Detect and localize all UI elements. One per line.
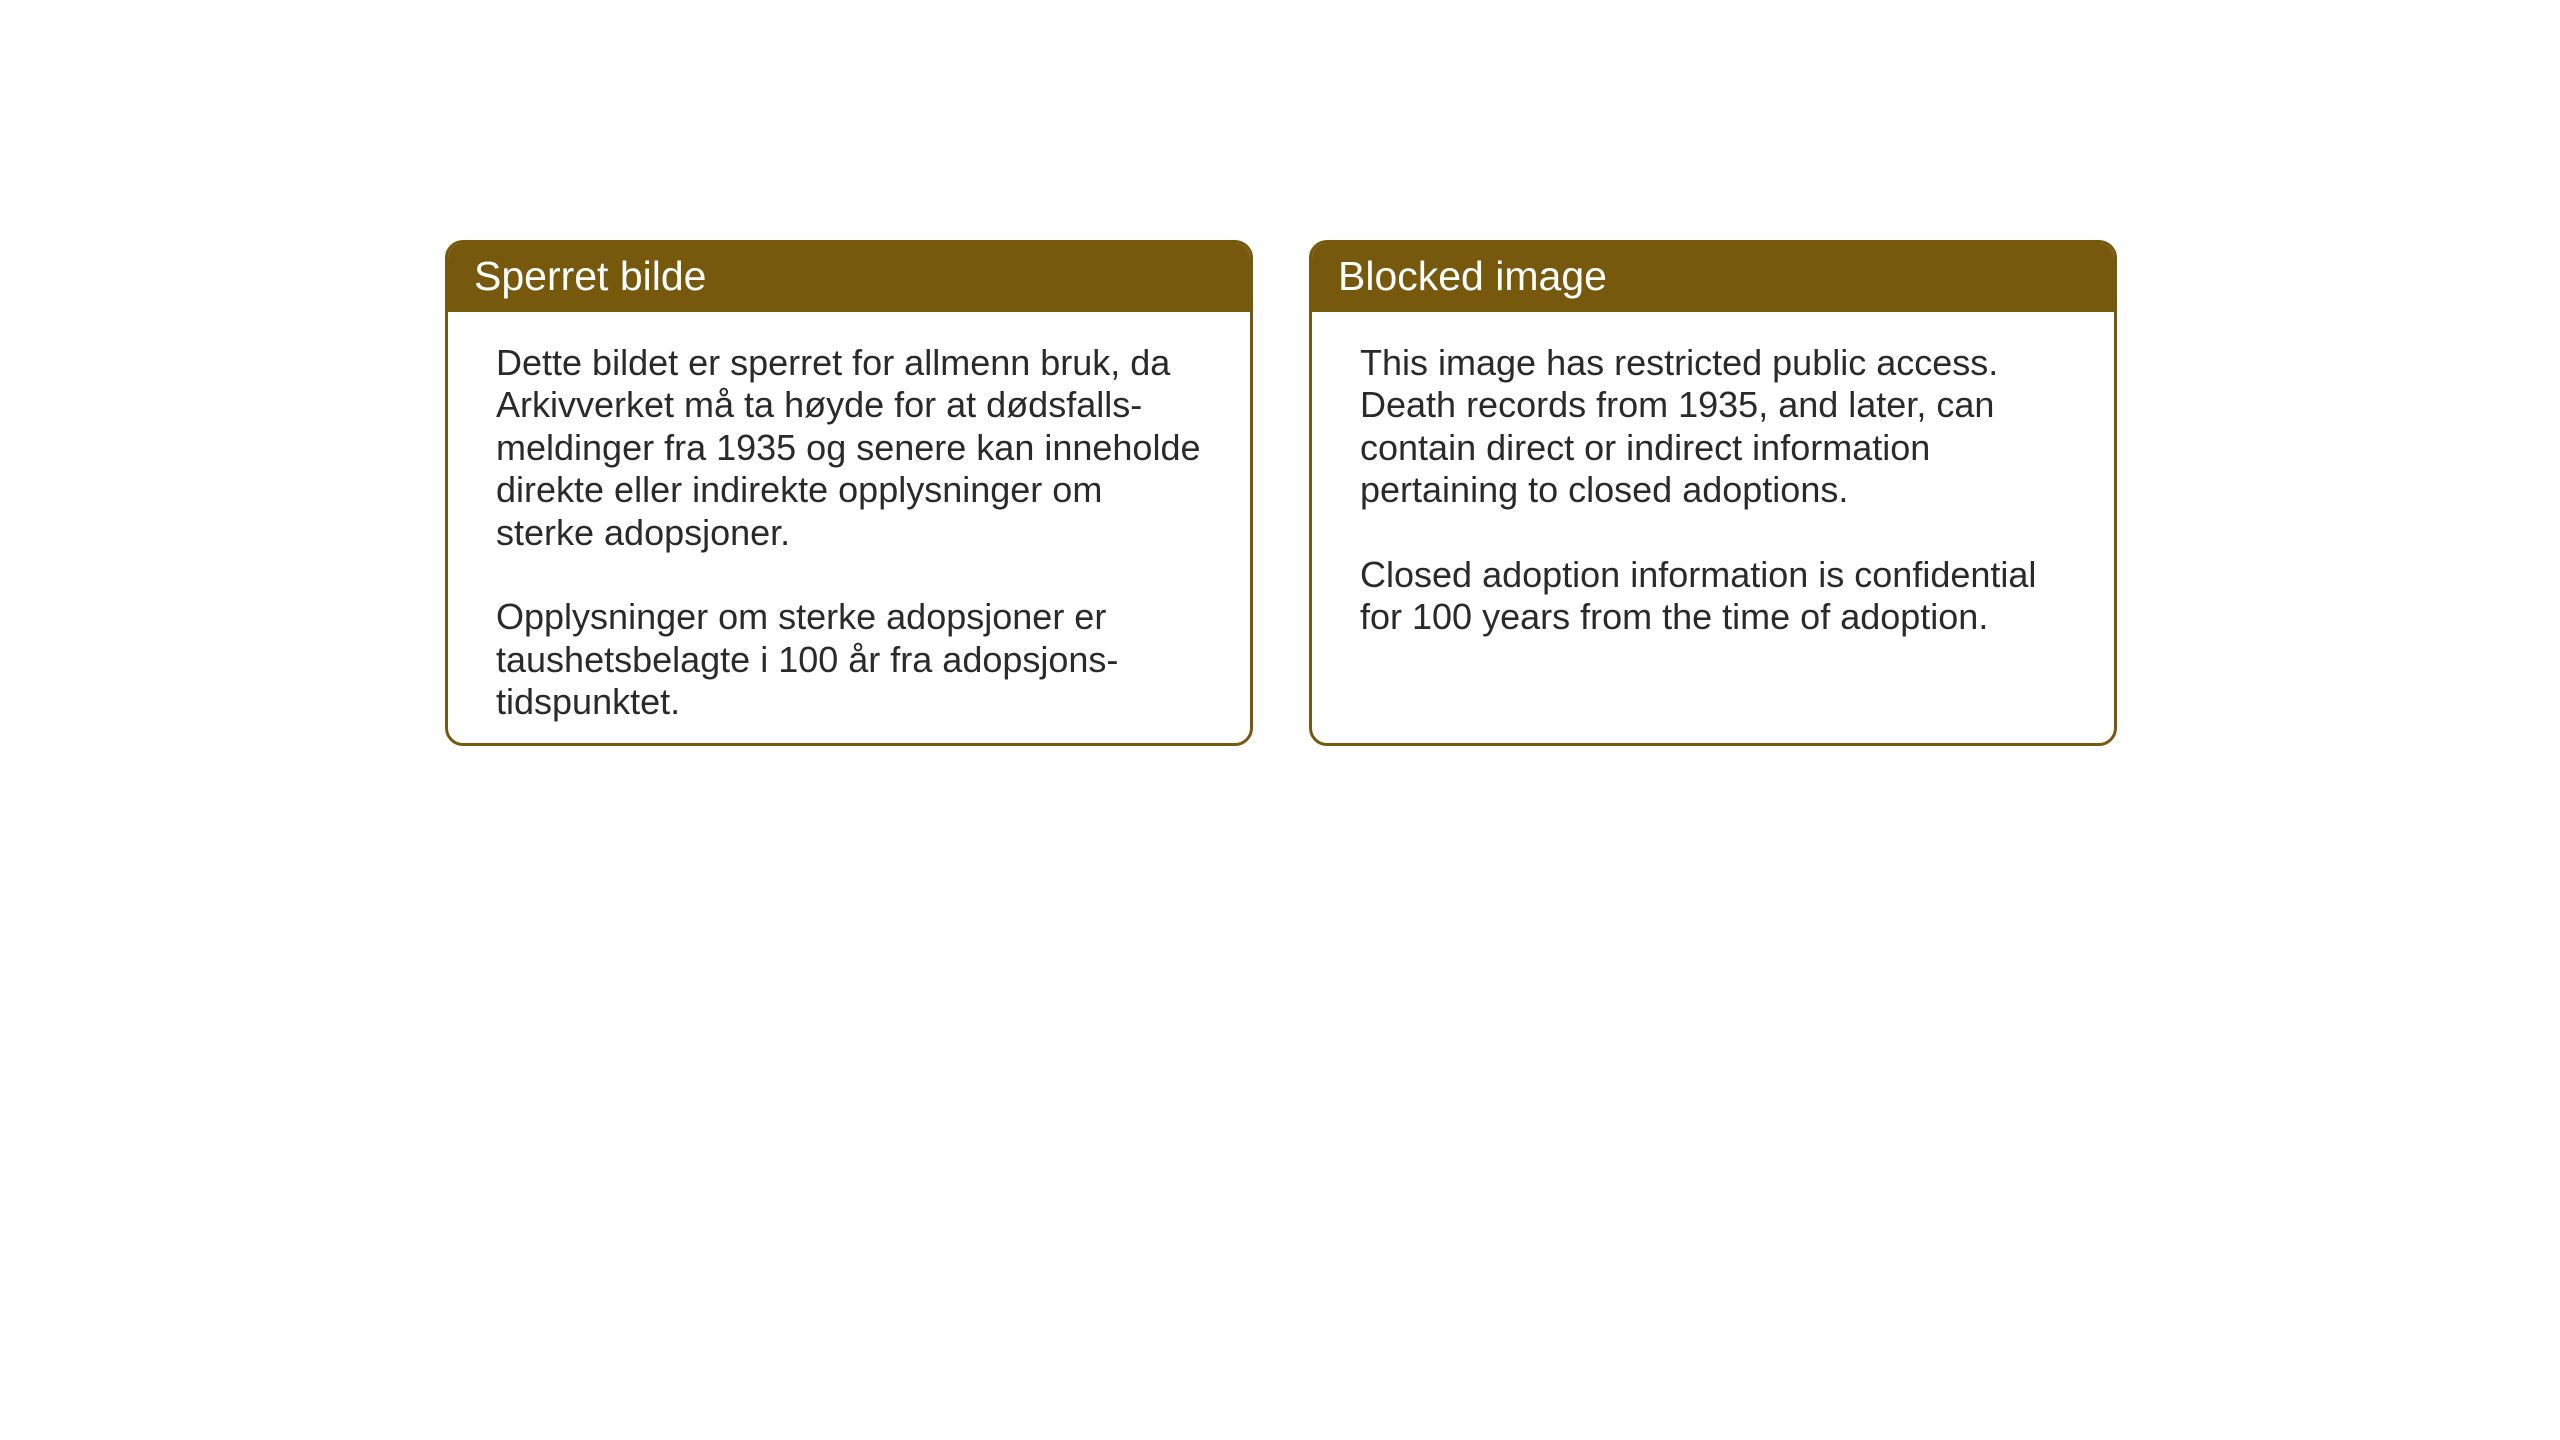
notice-paragraph-1-english: This image has restricted public access.… (1360, 342, 2074, 512)
notice-body-norwegian: Dette bildet er sperret for allmenn bruk… (448, 312, 1250, 746)
notice-header-english: Blocked image (1312, 243, 2114, 312)
notice-body-english: This image has restricted public access.… (1312, 312, 2114, 669)
notice-paragraph-2-english: Closed adoption information is confident… (1360, 554, 2074, 639)
notice-box-norwegian: Sperret bilde Dette bildet er sperret fo… (445, 240, 1253, 746)
notice-paragraph-1-norwegian: Dette bildet er sperret for allmenn bruk… (496, 342, 1210, 554)
notice-box-english: Blocked image This image has restricted … (1309, 240, 2117, 746)
notice-container: Sperret bilde Dette bildet er sperret fo… (445, 240, 2117, 746)
notice-paragraph-2-norwegian: Opplysninger om sterke adopsjoner er tau… (496, 596, 1210, 723)
notice-header-norwegian: Sperret bilde (448, 243, 1250, 312)
